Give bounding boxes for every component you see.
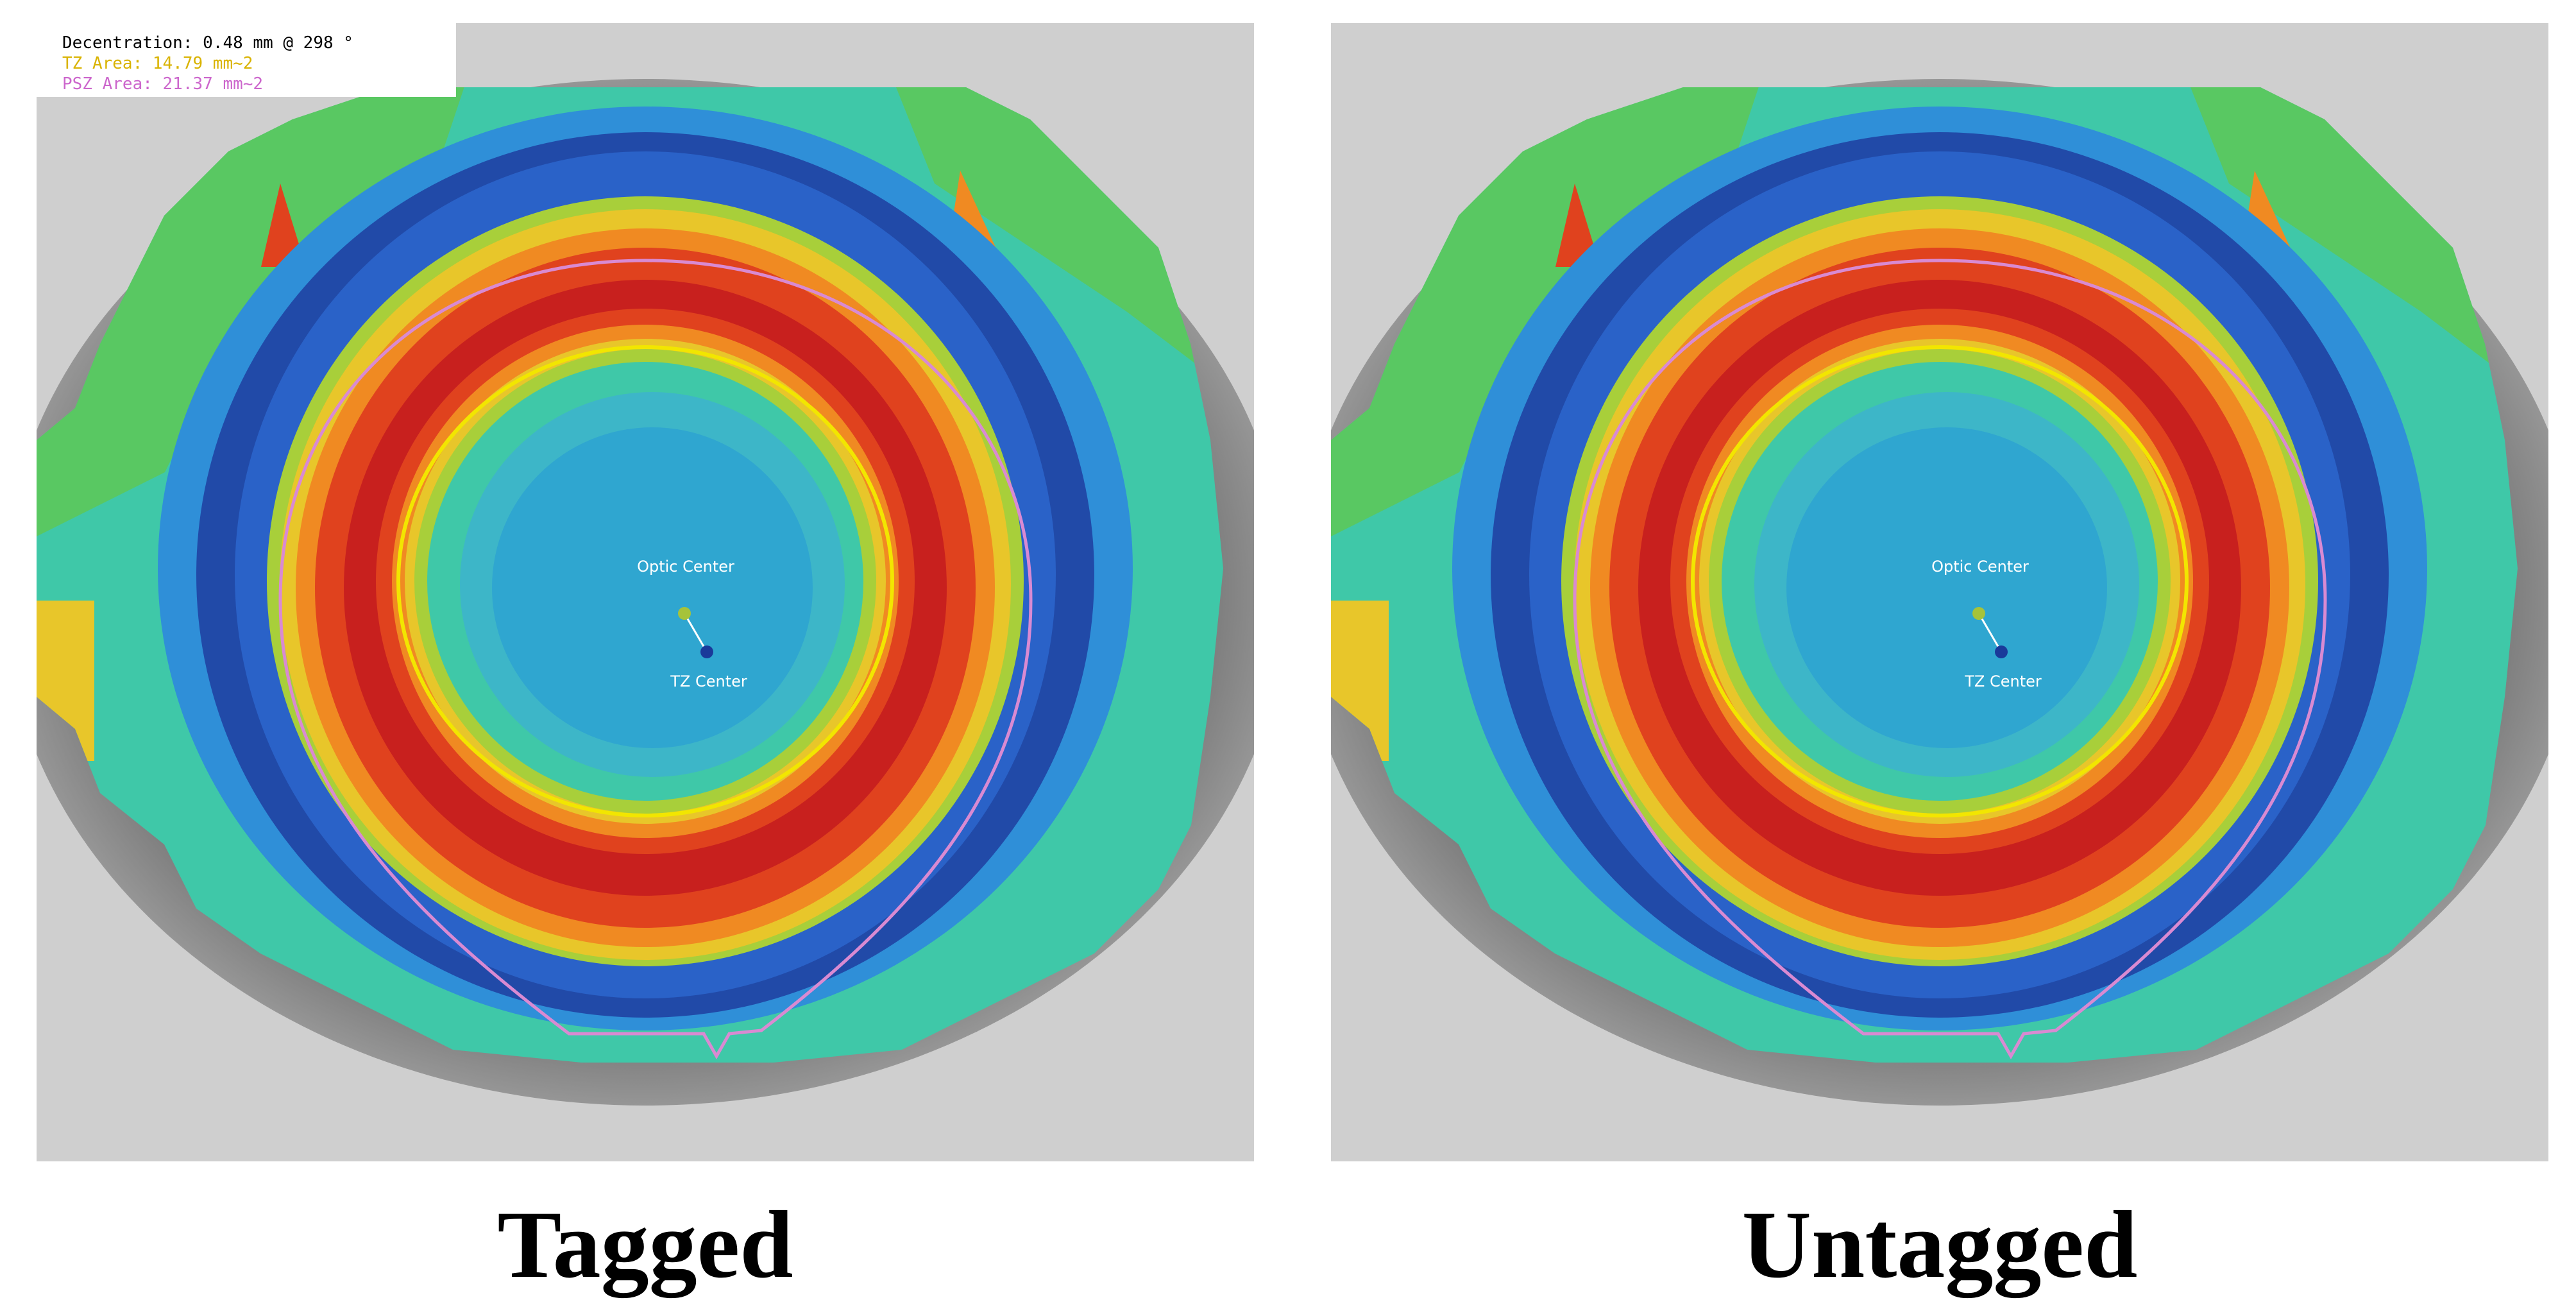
topography-panel-tagged: Optic Center TZ Center Decentration: 0.4… bbox=[37, 23, 1254, 1161]
decentration-text: Decentration: 0.48 mm @ 298 ° bbox=[62, 33, 353, 53]
optic-center-label: Optic Center bbox=[637, 558, 734, 576]
optic-center-dot bbox=[1972, 607, 1985, 620]
decentration-vector bbox=[683, 613, 708, 653]
curvature-map bbox=[1331, 87, 2518, 1063]
tz-boundary bbox=[396, 345, 894, 817]
panel-caption-tagged: Tagged bbox=[497, 1192, 793, 1298]
tz-center-label: TZ Center bbox=[1964, 672, 2042, 690]
tz-area-text: TZ Area: 14.79 mm~2 bbox=[62, 54, 253, 73]
measurement-info-box: Decentration: 0.48 mm @ 298 ° TZ Area: 1… bbox=[37, 23, 456, 97]
optic-center-dot bbox=[678, 607, 691, 620]
curvature-map bbox=[37, 87, 1223, 1063]
psz-boundary bbox=[1573, 259, 2327, 1060]
tz-center-label: TZ Center bbox=[670, 672, 747, 690]
psz-boundary bbox=[278, 259, 1033, 1060]
tz-boundary bbox=[1691, 345, 2189, 817]
topography-map: Optic Center TZ Center bbox=[1331, 23, 2548, 1161]
tz-center-dot bbox=[1995, 645, 2008, 658]
tz-center-dot bbox=[700, 645, 713, 658]
topography-map: Optic Center TZ Center bbox=[37, 23, 1254, 1161]
decentration-vector bbox=[1978, 613, 2003, 653]
panel-caption-untagged: Untagged bbox=[1741, 1192, 2138, 1298]
optic-center-label: Optic Center bbox=[1931, 558, 2029, 576]
psz-area-text: PSZ Area: 21.37 mm~2 bbox=[62, 74, 264, 94]
topography-panel-untagged: Optic Center TZ Center bbox=[1331, 23, 2548, 1161]
